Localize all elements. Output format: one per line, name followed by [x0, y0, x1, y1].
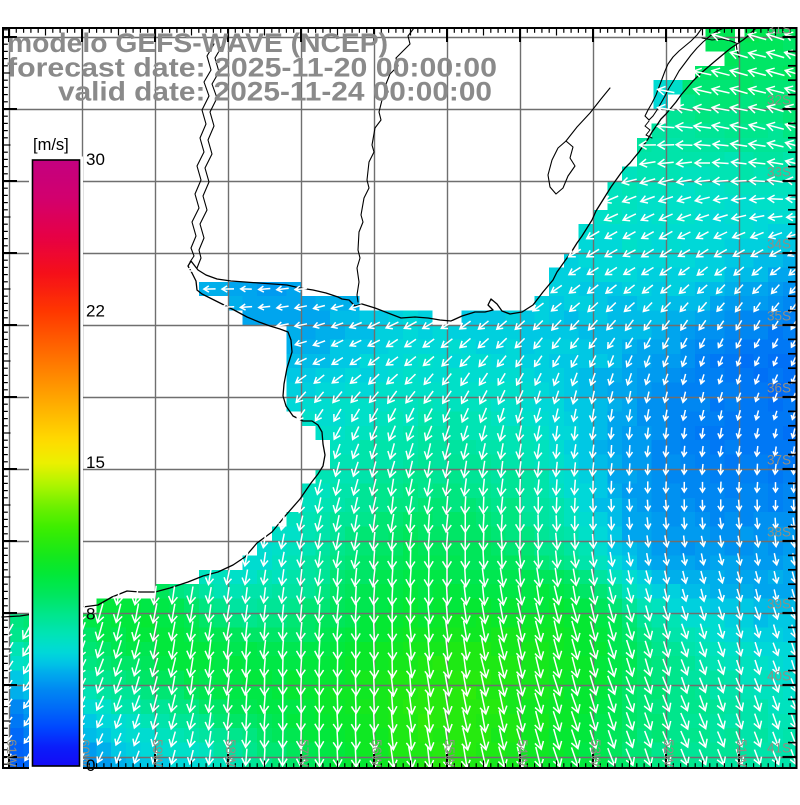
svg-text:31S: 31S — [767, 22, 791, 37]
svg-text:35S: 35S — [767, 309, 791, 324]
svg-text:36S: 36S — [767, 381, 791, 396]
svg-text:modelo GEFS-WAVE (NCEP): modelo GEFS-WAVE (NCEP) — [7, 28, 388, 58]
svg-text:8: 8 — [86, 605, 95, 624]
svg-text:33S: 33S — [767, 165, 791, 180]
svg-text:58W: 58W — [223, 739, 238, 767]
svg-text:34S: 34S — [767, 237, 791, 252]
svg-text:37S: 37S — [767, 453, 791, 468]
svg-text:22: 22 — [86, 302, 105, 321]
svg-text:57W: 57W — [296, 739, 311, 767]
svg-text:51W: 51W — [734, 739, 749, 767]
svg-text:15: 15 — [86, 453, 105, 472]
svg-text:forecast date: 2025-11-20 00:0: forecast date: 2025-11-20 00:00:00 — [7, 53, 497, 83]
svg-text:59W: 59W — [150, 739, 165, 767]
svg-text:54W: 54W — [515, 739, 530, 767]
svg-text:0: 0 — [86, 756, 95, 775]
svg-text:39S: 39S — [767, 597, 791, 612]
svg-text:valid date: 2025-11-24 00:00:0: valid date: 2025-11-24 00:00:00 — [58, 77, 492, 107]
svg-text:[m/s]: [m/s] — [33, 136, 69, 154]
svg-text:40S: 40S — [767, 669, 791, 684]
svg-text:41S: 41S — [767, 741, 791, 756]
svg-text:55W: 55W — [442, 739, 457, 767]
svg-text:32S: 32S — [767, 93, 791, 108]
svg-text:56W: 56W — [369, 739, 384, 767]
svg-text:38S: 38S — [767, 525, 791, 540]
svg-text:53W: 53W — [588, 739, 603, 767]
svg-text:61W: 61W — [4, 739, 19, 767]
svg-text:52W: 52W — [661, 739, 676, 767]
svg-text:30: 30 — [86, 150, 105, 169]
